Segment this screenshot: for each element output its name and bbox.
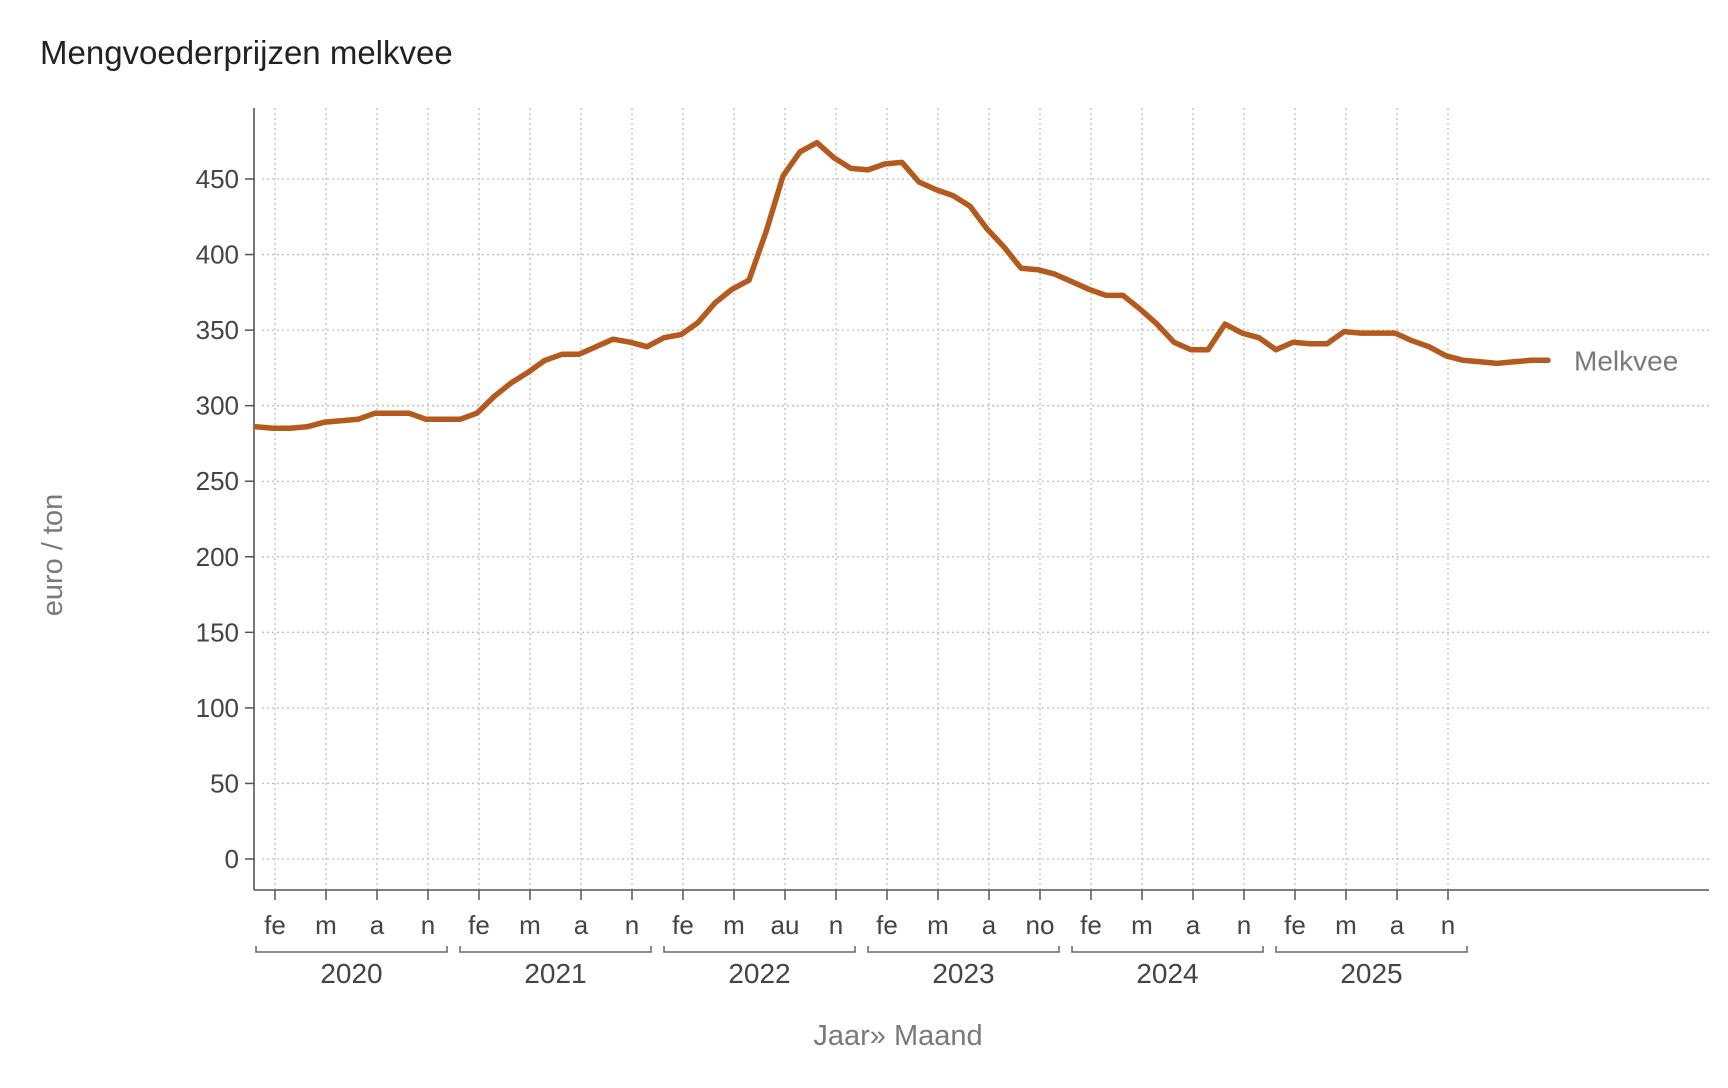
- y-tick-label: 350: [196, 315, 239, 345]
- month-tick-label: fe: [876, 910, 898, 940]
- x-axis-label: Jaar» Maand: [813, 1020, 982, 1052]
- month-tick-label: fe: [672, 910, 694, 940]
- series-line-melkvee: [253, 139, 1551, 432]
- month-tick-label: a: [574, 910, 589, 940]
- y-tick-label: 100: [196, 693, 239, 723]
- month-tick-label: m: [519, 910, 541, 940]
- month-tick-label: a: [370, 910, 385, 940]
- year-bracket: [1275, 946, 1468, 953]
- year-bracket: [255, 946, 448, 953]
- month-tick-label: fe: [468, 910, 490, 940]
- month-tick-label: m: [723, 910, 745, 940]
- year-bracket: [459, 946, 652, 953]
- year-label: 2021: [524, 958, 586, 989]
- month-tick-label: n: [625, 910, 639, 940]
- y-tick-label: 150: [196, 617, 239, 647]
- y-tick-label: 0: [225, 844, 239, 874]
- month-tick-label: fe: [264, 910, 286, 940]
- series-label-melkvee: Melkvee: [1574, 345, 1678, 376]
- month-tick-label: fe: [1284, 910, 1306, 940]
- month-tick-label: n: [421, 910, 435, 940]
- y-tick-label: 450: [196, 164, 239, 194]
- month-tick-label: n: [1237, 910, 1251, 940]
- y-tick-label: 250: [196, 466, 239, 496]
- year-label: 2024: [1136, 958, 1198, 989]
- gridlines: [262, 108, 1709, 890]
- y-tick-label: 200: [196, 542, 239, 572]
- axes: [245, 108, 1709, 953]
- chart-title: Mengvoederprijzen melkvee: [40, 34, 453, 71]
- month-tick-label: m: [1335, 910, 1357, 940]
- series-lines: Melkvee: [253, 139, 1678, 432]
- month-tick-label: a: [1390, 910, 1405, 940]
- y-tick-label: 50: [210, 768, 239, 798]
- y-axis-label: euro / ton: [37, 494, 69, 617]
- month-tick-label: fe: [1080, 910, 1102, 940]
- year-label: 2025: [1340, 958, 1402, 989]
- year-label: 2022: [728, 958, 790, 989]
- y-tick-label: 300: [196, 391, 239, 421]
- year-label: 2023: [932, 958, 994, 989]
- month-tick-label: au: [771, 910, 800, 940]
- year-label: 2020: [320, 958, 382, 989]
- y-tick-label: 400: [196, 240, 239, 270]
- month-tick-label: m: [1131, 910, 1153, 940]
- month-tick-label: a: [982, 910, 997, 940]
- month-tick-label: n: [1441, 910, 1455, 940]
- month-tick-label: m: [315, 910, 337, 940]
- month-tick-label: a: [1186, 910, 1201, 940]
- month-tick-label: m: [927, 910, 949, 940]
- month-tick-label: no: [1026, 910, 1055, 940]
- year-bracket: [663, 946, 856, 953]
- year-bracket: [1071, 946, 1264, 953]
- year-bracket: [867, 946, 1060, 953]
- month-tick-label: n: [829, 910, 843, 940]
